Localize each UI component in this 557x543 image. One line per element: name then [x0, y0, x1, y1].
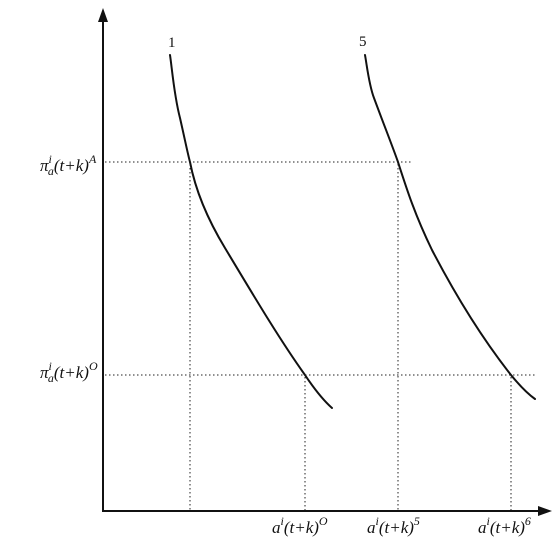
y-axis-arrowhead — [98, 8, 108, 22]
y-label-lower: πi a(t+k)O — [40, 359, 98, 385]
y-label-upper: πi a(t+k)A — [40, 152, 97, 178]
guide-lines — [105, 161, 537, 510]
curve-1-label: 1 — [168, 35, 176, 51]
x-label-second: ai(t+k)5 — [367, 514, 420, 537]
curve-5-label: 5 — [359, 34, 367, 50]
curve-5 — [364, 54, 536, 400]
axes — [98, 8, 552, 516]
curves — [169, 54, 536, 409]
x-label-first: ai(t+k)O — [272, 514, 328, 537]
x-label-third: ai(t+k)6 — [478, 514, 531, 537]
curve-1 — [169, 54, 333, 409]
x-axis-arrowhead — [538, 506, 552, 516]
